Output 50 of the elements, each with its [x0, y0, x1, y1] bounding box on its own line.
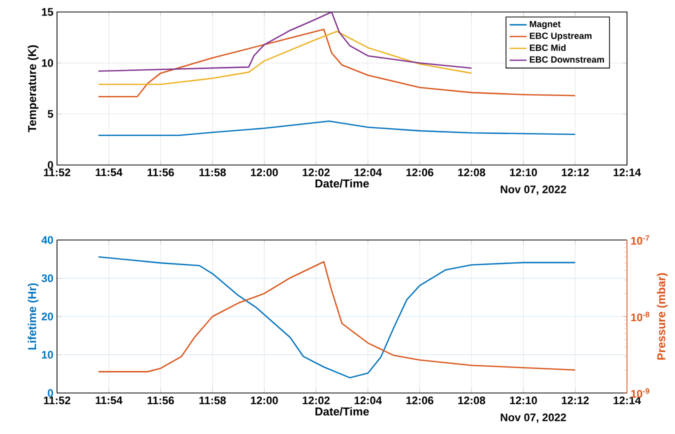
- y2-tick-label: 10$^{-7}$: [631, 235, 650, 245]
- x-tick-label: 11:58: [199, 168, 226, 176]
- x-tick-label: 12:06: [406, 168, 434, 176]
- x-tick-label: 12:02: [302, 396, 330, 404]
- y-tick-label: 40: [41, 236, 54, 244]
- x-tick-label: 12:04: [354, 168, 382, 176]
- y-tick-label: 30: [42, 274, 54, 282]
- x-tick-label: 12:04: [354, 396, 382, 404]
- line-series: [98, 120, 576, 136]
- x-tick-label: 12:06: [406, 396, 434, 404]
- y2-axis-title: Pressure (mbar): [656, 273, 668, 360]
- x-tick-label: 11:54: [96, 396, 122, 404]
- y-tick-label: 10: [42, 59, 54, 67]
- x-axis-title: Date/Time: [315, 407, 369, 416]
- line-series: [98, 11, 472, 72]
- text: Nov 07, 2022: [500, 186, 566, 195]
- y2-tick-label: 10$^{-9}$: [631, 388, 650, 398]
- x-tick-label: 11:52: [44, 396, 70, 404]
- legend-label: EBC Upstream: [530, 32, 592, 41]
- legend-label: EBC Downstream: [530, 56, 604, 63]
- x-tick-label: 12:00: [250, 396, 278, 404]
- x-tick-label: 11:56: [148, 168, 174, 176]
- x-tick-label: 12:02: [302, 168, 330, 176]
- x-tick-label: 12:14: [614, 396, 641, 404]
- x-tick-label: 12:00: [250, 168, 278, 176]
- y2-tick-label: 10$^{-8}$: [631, 312, 650, 322]
- legend-label: Magnet: [530, 20, 561, 30]
- x-tick-label: 11:52: [44, 168, 70, 176]
- x-tick-label: 12:14: [614, 168, 641, 176]
- y-axis-title: Temperature (K): [28, 45, 38, 132]
- x-tick-label: 12:12: [562, 396, 589, 404]
- x-tick-label: 12:10: [510, 168, 537, 176]
- x-tick-label: 11:54: [96, 168, 122, 176]
- x-tick-label: 12:08: [458, 396, 486, 404]
- x-tick-label: 12:12: [562, 168, 589, 176]
- y-tick-label: 10: [42, 350, 54, 359]
- x-tick-label: 12:10: [510, 396, 537, 404]
- y-tick-label: 15: [42, 8, 54, 16]
- y-tick-label: 0: [48, 161, 54, 169]
- x-tick-label: 11:58: [199, 396, 226, 404]
- text: Nov 07, 2022: [500, 414, 566, 423]
- x-tick-label: 12:08: [458, 168, 486, 176]
- line-series: [98, 30, 472, 86]
- y-tick-label: 0: [48, 389, 54, 397]
- legend-label: EBC Mid: [530, 44, 566, 51]
- x-axis-title: Date/Time: [315, 179, 369, 188]
- y-tick-label: 5: [48, 110, 54, 118]
- x-tick-label: 11:56: [148, 396, 174, 404]
- y-axis-title: Lifetime (Hr): [28, 283, 38, 350]
- y-tick-label: 20: [42, 312, 54, 320]
